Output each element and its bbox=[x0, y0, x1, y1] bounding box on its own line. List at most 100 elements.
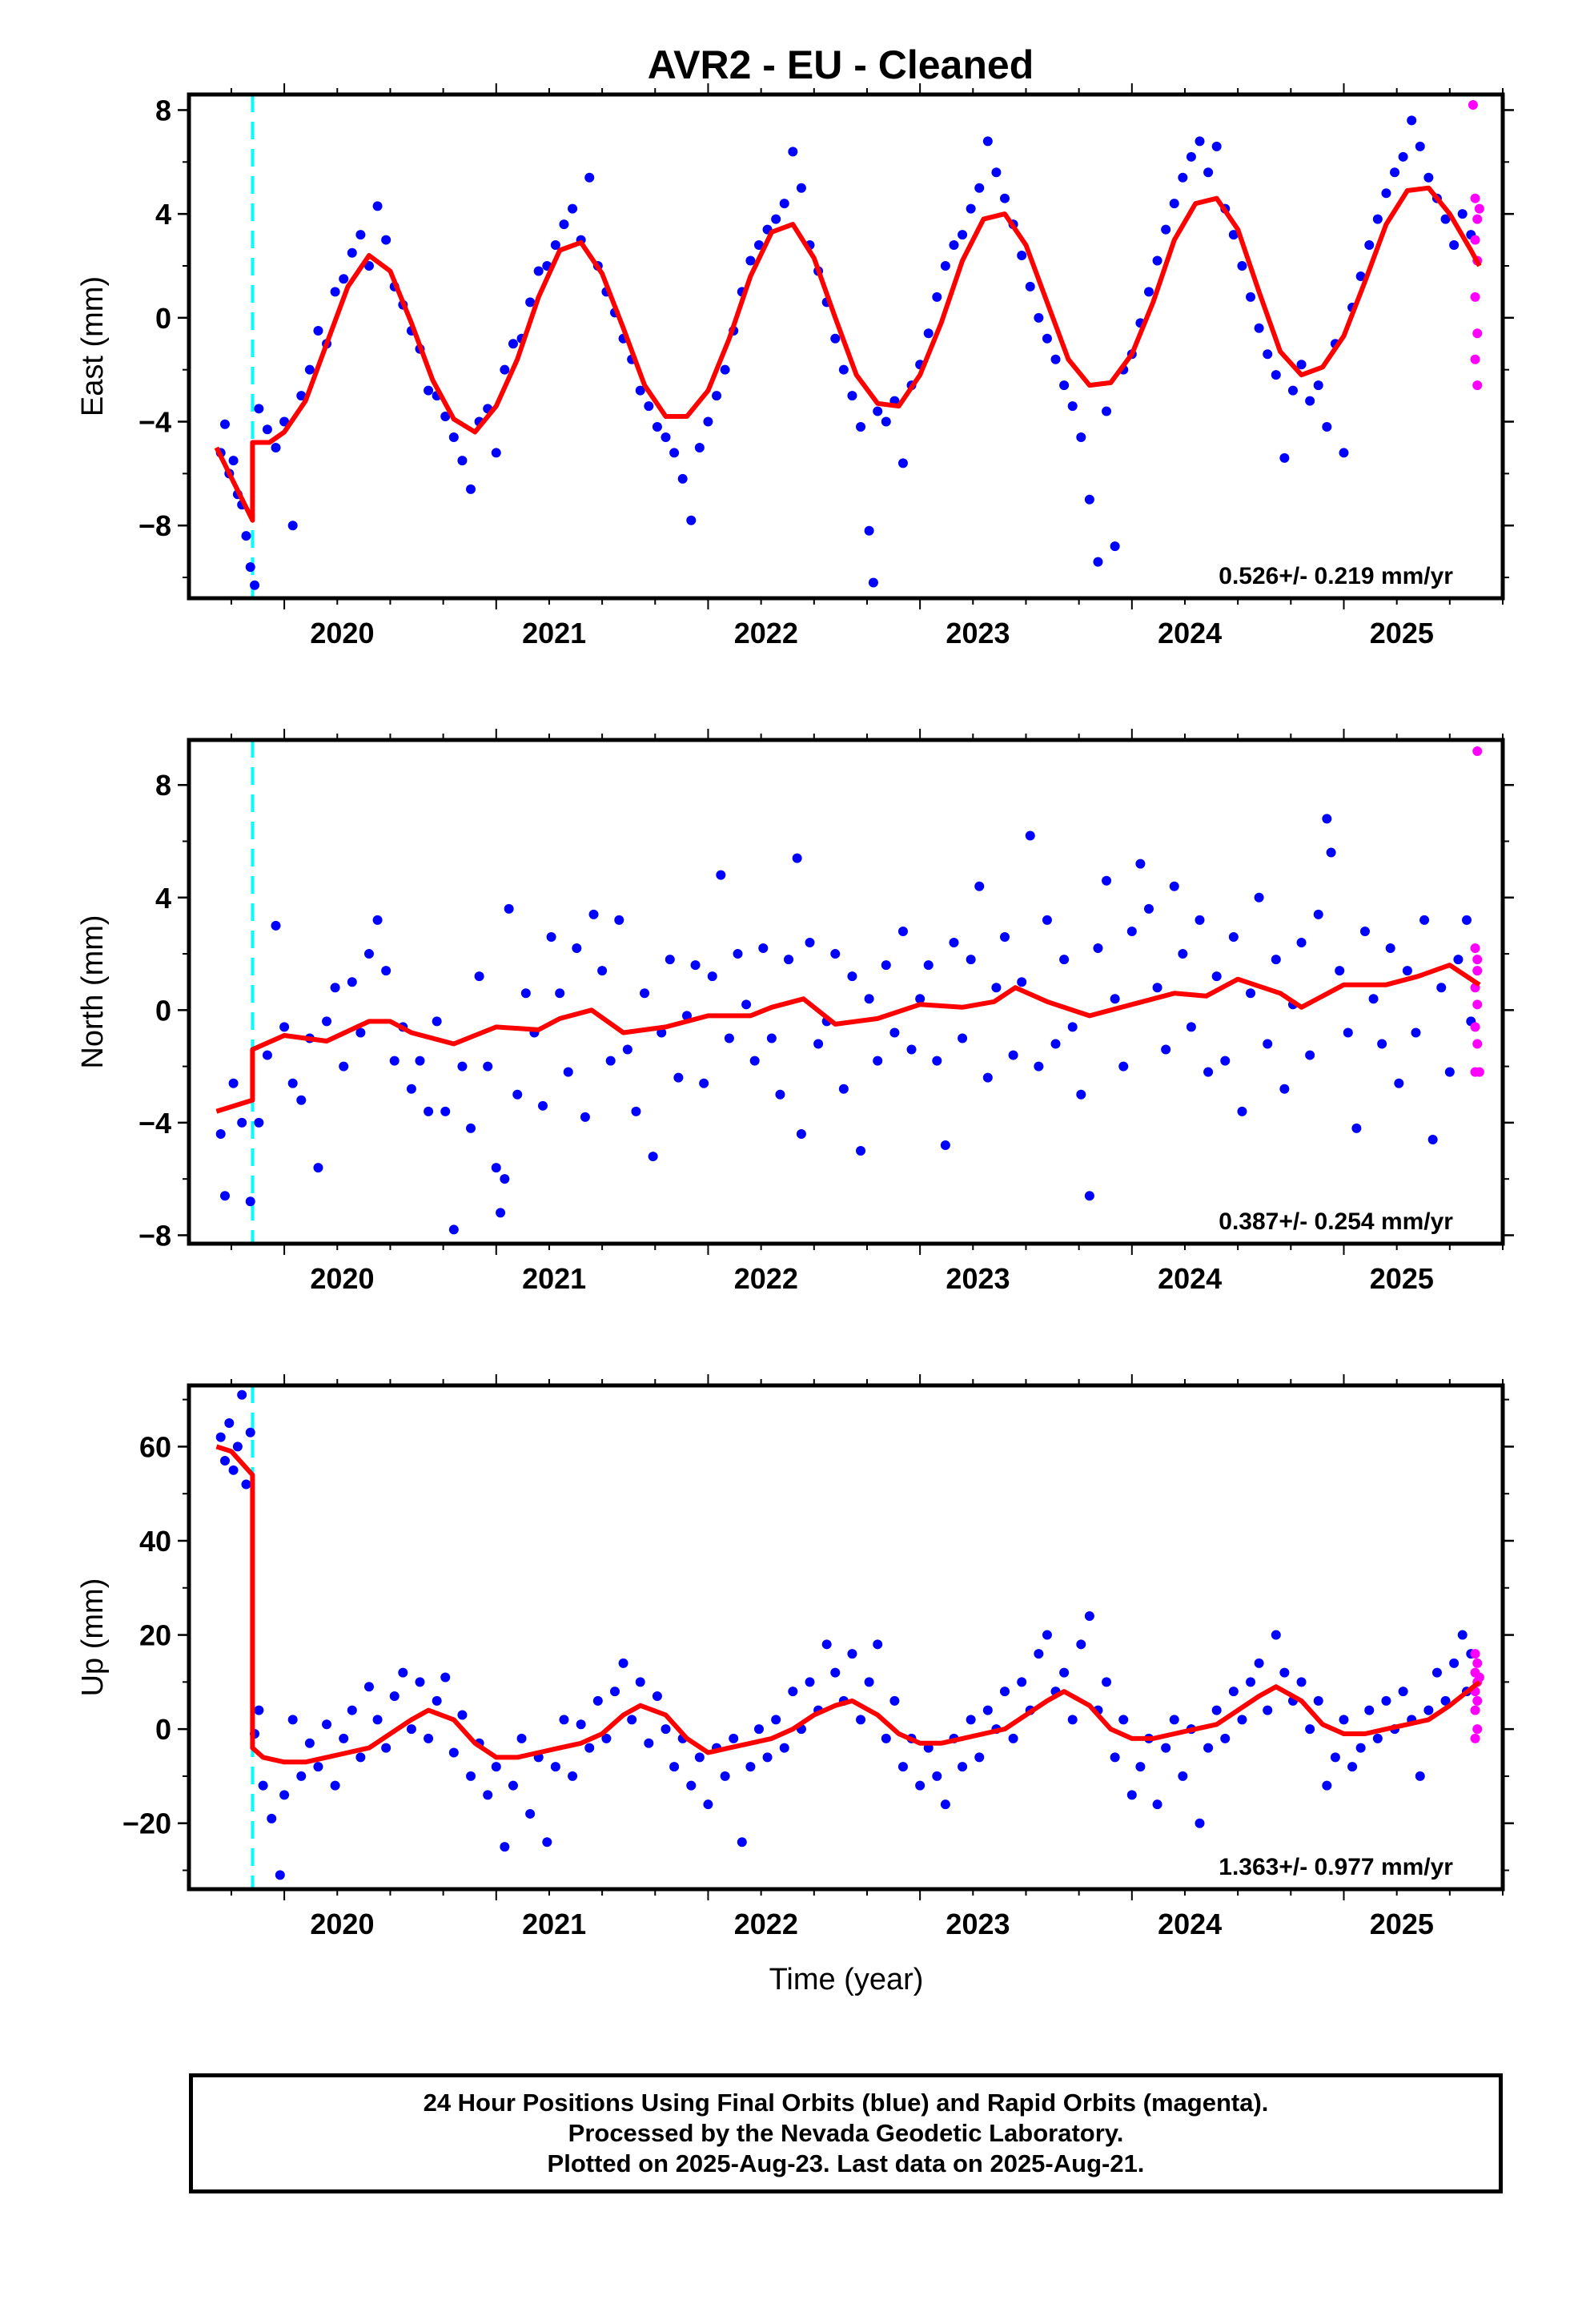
north-final-point bbox=[1402, 966, 1412, 976]
up-x-tick-label: 2024 bbox=[1158, 1908, 1222, 1940]
east-final-point bbox=[958, 230, 968, 240]
north-final-point bbox=[415, 1055, 425, 1066]
up-final-point bbox=[415, 1677, 425, 1687]
east-final-point bbox=[1050, 354, 1061, 364]
up-final-point bbox=[525, 1808, 536, 1819]
up-final-point bbox=[576, 1719, 586, 1730]
up-final-point bbox=[347, 1705, 357, 1715]
east-final-point bbox=[949, 240, 959, 251]
east-final-point bbox=[1355, 271, 1366, 281]
up-final-point bbox=[1195, 1818, 1205, 1828]
north-final-point bbox=[1186, 1022, 1196, 1032]
up-final-point bbox=[1364, 1705, 1375, 1715]
east-final-point bbox=[1305, 396, 1315, 406]
north-rapid-point bbox=[1472, 955, 1483, 965]
up-rapid-point bbox=[1470, 1705, 1480, 1715]
east-final-point bbox=[873, 406, 883, 416]
up-final-point bbox=[1008, 1733, 1018, 1743]
east-y-tick-label: −8 bbox=[139, 509, 171, 542]
east-y-axis-label: East (mm) bbox=[76, 276, 110, 416]
east-final-point bbox=[703, 416, 713, 427]
up-final-point bbox=[245, 1427, 255, 1437]
north-plot-frame bbox=[187, 738, 1505, 1246]
east-final-point bbox=[966, 203, 976, 214]
north-final-point bbox=[546, 931, 556, 942]
up-final-point bbox=[440, 1672, 451, 1683]
north-final-point bbox=[1143, 903, 1154, 914]
east-final-point bbox=[1034, 312, 1044, 323]
up-final-point bbox=[1449, 1658, 1460, 1668]
east-final-point bbox=[1449, 240, 1460, 251]
north-rapid-point bbox=[1472, 999, 1483, 1010]
up-final-point bbox=[1372, 1733, 1383, 1743]
up-rapid-point bbox=[1470, 1649, 1480, 1659]
north-final-point bbox=[749, 1055, 760, 1066]
up-final-point bbox=[267, 1813, 277, 1823]
up-final-point bbox=[330, 1780, 340, 1791]
up-final-point bbox=[686, 1780, 697, 1791]
north-final-point bbox=[512, 1089, 523, 1100]
east-final-point bbox=[838, 364, 849, 375]
north-y-tick-label: 0 bbox=[155, 994, 171, 1027]
east-final-point bbox=[712, 391, 722, 401]
footer-line-1: 24 Hour Positions Using Final Orbits (bl… bbox=[423, 2089, 1269, 2117]
up-rate-label: 1.363+/- 0.977 mm/yr bbox=[1219, 1854, 1453, 1880]
north-final-point bbox=[830, 949, 841, 959]
east-final-point bbox=[568, 203, 578, 214]
north-final-point bbox=[448, 1224, 459, 1235]
up-final-point bbox=[1067, 1715, 1078, 1725]
north-final-point bbox=[504, 903, 514, 914]
up-x-tick-label: 2025 bbox=[1370, 1908, 1434, 1940]
north-final-point bbox=[237, 1117, 247, 1128]
north-final-point bbox=[1178, 949, 1188, 959]
up-final-point bbox=[1161, 1743, 1171, 1753]
up-final-point bbox=[1457, 1630, 1468, 1640]
east-final-point bbox=[864, 525, 874, 536]
footer-line-3: Plotted on 2025-Aug-23. Last data on 202… bbox=[547, 2149, 1145, 2177]
up-final-point bbox=[568, 1771, 578, 1781]
up-final-point bbox=[313, 1762, 323, 1772]
figure-title: AVR2 - EU - Cleaned bbox=[648, 42, 1034, 87]
north-final-point bbox=[958, 1033, 968, 1043]
up-final-point bbox=[1034, 1649, 1044, 1659]
north-final-point bbox=[588, 909, 599, 919]
up-final-point bbox=[1237, 1715, 1247, 1725]
north-final-point bbox=[982, 1072, 993, 1083]
east-final-point bbox=[1381, 188, 1391, 199]
east-final-point bbox=[250, 580, 260, 590]
east-final-point bbox=[1296, 360, 1307, 370]
north-final-point bbox=[1135, 858, 1146, 869]
north-final-point bbox=[966, 955, 976, 965]
east-x-tick-label: 2025 bbox=[1370, 617, 1434, 649]
north-final-point bbox=[758, 943, 769, 954]
north-final-point bbox=[1351, 1123, 1362, 1133]
east-final-point bbox=[830, 333, 841, 344]
up-final-point bbox=[974, 1752, 985, 1763]
up-final-point bbox=[635, 1677, 645, 1687]
north-final-point bbox=[932, 1055, 942, 1066]
north-final-point bbox=[1102, 875, 1112, 886]
east-final-point bbox=[1059, 380, 1070, 391]
up-final-point bbox=[1330, 1752, 1340, 1763]
east-final-point bbox=[796, 183, 806, 193]
east-final-point bbox=[1203, 167, 1214, 178]
north-final-point bbox=[690, 960, 701, 971]
north-final-point bbox=[622, 1044, 632, 1055]
north-final-point bbox=[271, 920, 281, 931]
up-final-point bbox=[1423, 1705, 1434, 1715]
east-final-point bbox=[440, 412, 451, 422]
east-final-point bbox=[1237, 260, 1247, 271]
north-final-point bbox=[538, 1100, 548, 1111]
north-final-point bbox=[262, 1050, 272, 1060]
up-final-point bbox=[1398, 1687, 1408, 1697]
east-final-point bbox=[1025, 281, 1035, 292]
up-final-point bbox=[287, 1715, 298, 1725]
up-final-point bbox=[457, 1710, 468, 1720]
north-final-point bbox=[520, 988, 531, 999]
north-final-point bbox=[457, 1061, 468, 1072]
up-final-point bbox=[542, 1837, 552, 1848]
north-final-point bbox=[563, 1067, 573, 1077]
up-final-point bbox=[1000, 1687, 1010, 1697]
north-model-line bbox=[215, 963, 1481, 1114]
